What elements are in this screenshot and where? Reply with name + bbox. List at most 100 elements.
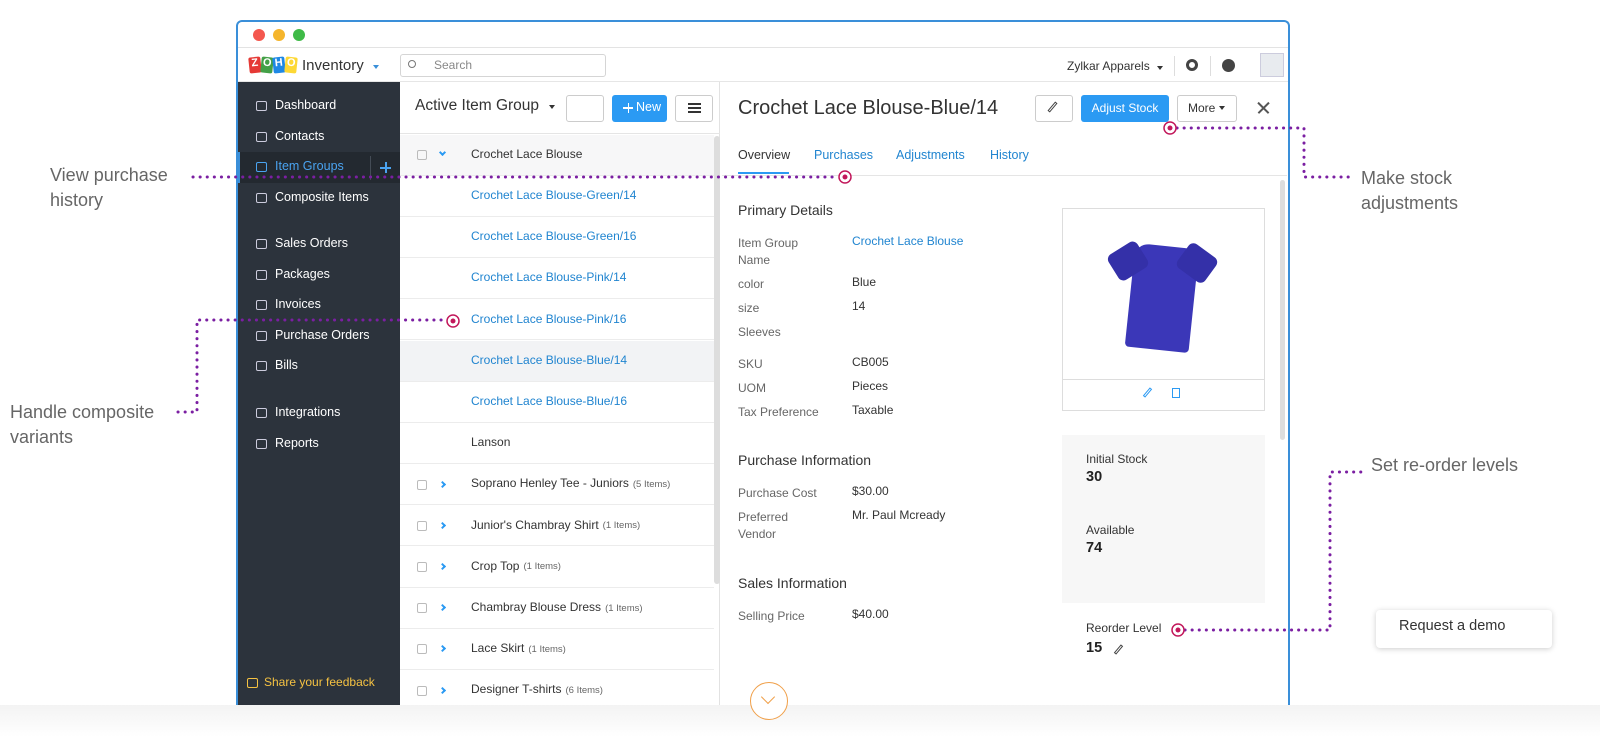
detail-tab[interactable]: Overview [738, 147, 791, 162]
new-button[interactable]: New [612, 95, 667, 122]
list-title[interactable]: Active Item Group [415, 96, 540, 114]
row-name[interactable]: Crochet Lace Blouse-Green/16 [471, 229, 637, 244]
list-row[interactable] [400, 422, 714, 464]
row-checkbox[interactable] [417, 520, 427, 531]
scroll-down[interactable] [750, 682, 788, 720]
list-row[interactable] [400, 587, 714, 629]
row-name[interactable]: Crochet Lace Blouse-Pink/14 [471, 270, 627, 285]
sidebar-icon [256, 239, 267, 249]
stock-label: Initial Stock [1086, 451, 1148, 466]
list-row[interactable] [400, 628, 714, 670]
detail-tab[interactable]: Adjustments [896, 147, 965, 162]
list-row[interactable] [400, 340, 714, 382]
search-icon [408, 60, 416, 68]
filter-button[interactable] [566, 95, 604, 122]
field-label: SKU [738, 357, 763, 371]
sidebar-icon [256, 132, 267, 142]
detail-tab[interactable]: Purchases [814, 147, 874, 162]
row-name[interactable]: Crochet Lace Blouse-Pink/16 [471, 311, 627, 326]
row-count: (1 Items) [602, 520, 641, 532]
menu-button[interactable] [675, 95, 713, 122]
org-name[interactable]: Zylkar Apparels [1067, 58, 1150, 73]
bottom-fade [0, 705, 1600, 737]
feedback-link[interactable]: Share your feedback [264, 674, 375, 689]
sidebar-item[interactable]: Composite Items [275, 189, 369, 204]
field-label: Selling Price [738, 609, 805, 623]
list-row[interactable] [400, 505, 714, 547]
caret [373, 65, 379, 72]
row-checkbox[interactable] [417, 150, 427, 160]
adjust-button[interactable]: Adjust Stock [1081, 95, 1169, 122]
new-label: New [636, 99, 662, 114]
row-name[interactable]: Crochet Lace Blouse [471, 146, 583, 161]
sidebar-icon [256, 101, 267, 111]
image-delete-icon[interactable] [1172, 388, 1180, 398]
sidebar-item[interactable]: Item Groups [275, 158, 344, 173]
avatar[interactable] [1260, 53, 1284, 77]
stock-value: 74 [1086, 540, 1103, 557]
field-label: Purchase Cost [738, 486, 817, 500]
settings-icon[interactable] [1186, 59, 1198, 71]
row-name[interactable]: Lanson [471, 435, 511, 450]
list-row[interactable] [400, 381, 714, 423]
row-name[interactable]: Crochet Lace Blouse-Blue/16 [471, 394, 628, 408]
row-name[interactable]: Junior's Chambray Shirt [471, 517, 599, 532]
edit-button[interactable] [1035, 95, 1073, 122]
detail-tab[interactable]: History [990, 147, 1029, 162]
tab-underline [738, 172, 789, 174]
help-icon[interactable] [1222, 59, 1235, 72]
sidebar-item[interactable]: Sales Orders [275, 235, 348, 250]
list-row[interactable] [400, 464, 714, 506]
sidebar-item[interactable]: Dashboard [275, 97, 337, 112]
sidebar-icon [256, 270, 267, 280]
field-value: CB005 [852, 354, 889, 369]
sidebar-item[interactable]: Integrations [275, 404, 341, 419]
sidebar-item[interactable]: Reports [275, 435, 319, 450]
field-label: Sleeves [738, 325, 781, 339]
window-button[interactable] [293, 29, 305, 41]
list-header-line [400, 133, 720, 134]
row-name[interactable]: Crochet Lace Blouse-Blue/14 [471, 352, 628, 367]
request-demo[interactable]: Request a demo [1376, 610, 1552, 648]
sidebar-item[interactable]: Bills [275, 357, 298, 372]
field-value: Mr. Paul Mcready [852, 507, 946, 522]
logo-letter: O [286, 56, 297, 70]
divider [1174, 56, 1175, 76]
more-button[interactable]: More [1177, 95, 1237, 122]
row-checkbox[interactable] [417, 562, 427, 572]
sidebar-icon [256, 331, 267, 341]
sidebar-item[interactable]: Invoices [275, 296, 321, 311]
search-box[interactable]: Search [400, 54, 606, 77]
adjust-label: Adjust Stock [1091, 101, 1159, 115]
row-name[interactable]: Crochet Lace Blouse-Green/14 [471, 188, 637, 202]
window-button[interactable] [273, 29, 285, 41]
row-count: (6 Items) [565, 684, 603, 696]
field-value[interactable]: Crochet Lace Blouse [852, 233, 964, 248]
list-row[interactable] [400, 258, 714, 300]
sidebar-item[interactable]: Contacts [275, 128, 325, 143]
row-checkbox[interactable] [417, 644, 427, 655]
plus [627, 102, 629, 113]
sidebar-icon [256, 439, 267, 449]
window-button[interactable] [253, 29, 265, 41]
row-name[interactable]: Lace Skirt [471, 641, 525, 656]
field-value: $30.00 [852, 483, 889, 498]
sidebar-item[interactable]: Packages [275, 266, 330, 281]
caret [549, 105, 555, 112]
sidebar-item[interactable]: Purchase Orders [275, 327, 370, 342]
list-row[interactable] [400, 216, 714, 258]
list-row[interactable] [400, 546, 714, 588]
list-row[interactable] [400, 175, 714, 217]
row-name[interactable]: Soprano Henley Tee - Juniors [471, 476, 629, 491]
row-checkbox[interactable] [417, 603, 427, 614]
sidebar-icon [256, 162, 267, 172]
list-row[interactable] [400, 134, 714, 176]
field-label: Item Group Name [738, 236, 799, 267]
row-name[interactable]: Crop Top [471, 558, 520, 573]
sidebar-icon [256, 300, 267, 310]
row-checkbox[interactable] [417, 685, 427, 696]
row-name[interactable]: Designer T-shirts [471, 682, 562, 697]
field-value: Pieces [852, 378, 889, 393]
row-name[interactable]: Chambray Blouse Dress [471, 600, 602, 614]
row-checkbox[interactable] [417, 479, 427, 490]
